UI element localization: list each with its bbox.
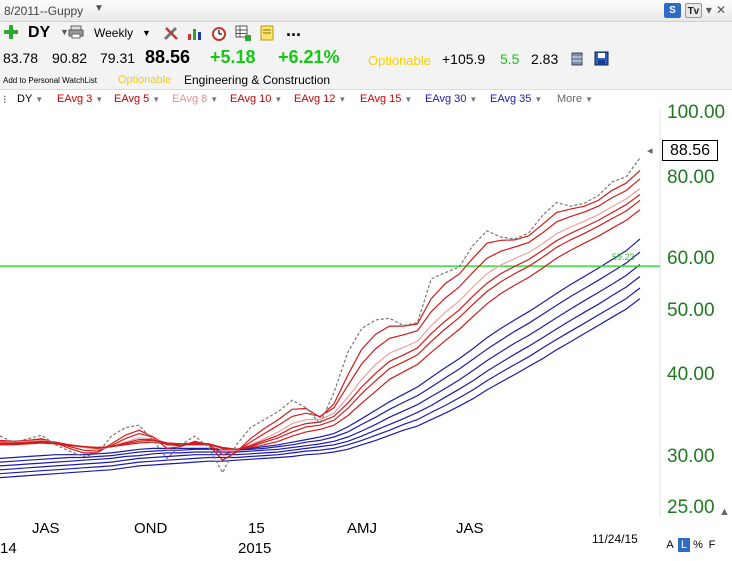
y-tick-label: 100.00 (667, 102, 726, 123)
eavg-short-line-4 (0, 194, 641, 450)
eavg-short-line-2 (0, 178, 641, 456)
horizontal-line-label: 59.23 (612, 252, 635, 262)
database-icon[interactable] (570, 52, 584, 66)
symbol-label[interactable]: DY (28, 24, 51, 41)
indicator-eavg-12[interactable]: EAvg 12 ▼ (294, 93, 347, 105)
low-price: 79.31 (100, 50, 136, 66)
price-change-pct: +6.21% (278, 47, 340, 67)
eavg-short-line-5 (0, 199, 641, 450)
eavg-long-line-5 (0, 287, 641, 475)
price-change: +5.18 (210, 47, 256, 67)
expand-icon[interactable]: ◂ (647, 145, 653, 157)
volume-change: +105.9 (442, 51, 486, 67)
x-tick-label: JAS (32, 520, 60, 537)
optionable-label: Optionable (118, 74, 172, 86)
eavg-long-line-3 (0, 264, 641, 467)
window-controls: S Tv ▾ ✕ (663, 3, 726, 18)
eavg-long-line-2 (0, 251, 641, 463)
share-icon[interactable]: S (663, 3, 681, 18)
last-price: 88.56 (145, 47, 191, 67)
save-icon[interactable] (594, 51, 609, 66)
eavg-short-line-3 (0, 188, 641, 451)
indicator-dy[interactable]: DY ▼ (17, 93, 44, 105)
last-price-tag: 88.56 (662, 140, 718, 161)
quote-row: 83.78 90.82 79.31 88.56 +5.18 +6.21% Opt… (0, 44, 732, 72)
current-date: 11/24/15 (592, 532, 638, 546)
alarm-clock-icon[interactable] (211, 25, 227, 41)
title-bar: 8/2011--Guppy ▼ S Tv ▾ ✕ (0, 0, 732, 22)
indicator-eavg-3[interactable]: EAvg 3 ▼ (57, 93, 104, 105)
y-tick-label: 50.00 (667, 300, 715, 321)
more-tools-button[interactable]: ... (286, 20, 302, 40)
add-symbol-icon[interactable] (3, 24, 19, 40)
indicator-eavg-15[interactable]: EAvg 15 ▼ (360, 93, 413, 105)
scale-log-button[interactable]: L (678, 538, 690, 552)
printer-icon[interactable] (68, 25, 84, 39)
rs-value: 5.5 (500, 51, 520, 67)
eavg-long-line-6 (0, 298, 641, 479)
indicator-eavg-10[interactable]: EAvg 10 ▼ (230, 93, 283, 105)
info-row: Add to Personal WatchList Optionable Eng… (0, 72, 732, 90)
tv-icon[interactable]: Tv (684, 3, 702, 18)
window-title: 8/2011--Guppy (4, 4, 84, 18)
title-dropdown-icon[interactable]: ▼ (94, 3, 104, 14)
x-tick-label: JAS (456, 520, 484, 537)
period-select[interactable]: Weekly (94, 26, 134, 40)
y-tick-label: 60.00 (667, 248, 715, 269)
x-tick-label: 15 (248, 520, 265, 537)
y-tick-label: 80.00 (667, 167, 715, 188)
eavg-short-line-6 (0, 209, 641, 450)
price-line (0, 157, 641, 474)
indicator-eavg-8[interactable]: EAvg 8 ▼ (172, 93, 219, 105)
scale-buttons: A L % F (664, 538, 718, 552)
indicator-row: ⁝ DY ▼ EAvg 3 ▼ EAvg 5 ▼ EAvg 8 ▼ EAvg 10 ▼ E… (0, 90, 660, 108)
indicator-eavg-5[interactable]: EAvg 5 ▼ (114, 93, 161, 105)
symbol-dropdown-icon[interactable]: ▼ (60, 27, 69, 37)
tools-icon[interactable] (163, 25, 179, 41)
indicator-eavg-30[interactable]: EAvg 30 ▼ (425, 93, 478, 105)
grid-add-icon[interactable] (235, 25, 251, 41)
eavg-long-line-1 (0, 238, 641, 459)
optionable-badge: Optionable (368, 53, 431, 68)
industry-label[interactable]: Engineering & Construction (184, 73, 331, 87)
indicator-more[interactable]: More ▼ (557, 93, 593, 105)
scale-auto-button[interactable]: A (666, 539, 674, 551)
scale-fixed-button[interactable]: F (708, 539, 716, 551)
period-dropdown-icon[interactable]: ▼ (142, 28, 151, 38)
scale-percent-button[interactable]: % (693, 539, 703, 551)
watchlist-link[interactable]: Add to Personal WatchList (3, 76, 97, 85)
symbol-toolbar: DY ▼ Weekly ▼ ... (0, 20, 732, 44)
close-icon[interactable]: ✕ (715, 3, 726, 17)
indicator-eavg-35[interactable]: EAvg 35 ▼ (490, 93, 543, 105)
high-price: 90.82 (52, 50, 88, 66)
y-tick-label: 40.00 (667, 364, 715, 385)
bar-chart-icon[interactable] (187, 25, 203, 41)
open-price: 83.78 (3, 50, 39, 66)
minimize-icon[interactable]: ▾ (705, 3, 712, 17)
y-tick-label: 25.00 (667, 497, 715, 518)
eavg-long-line-4 (0, 276, 641, 471)
x-year-label: 14 (0, 540, 17, 557)
x-year-label: 2015 (238, 540, 272, 557)
note-icon[interactable] (259, 25, 275, 41)
x-tick-label: AMJ (347, 520, 377, 537)
collapse-icon[interactable]: ⁝ (3, 94, 7, 106)
x-tick-label: OND (134, 520, 168, 537)
y-tick-label: 30.00 (667, 446, 715, 467)
ratio-value: 2.83 (531, 51, 559, 67)
scroll-down-icon[interactable]: ▲ (719, 506, 730, 518)
